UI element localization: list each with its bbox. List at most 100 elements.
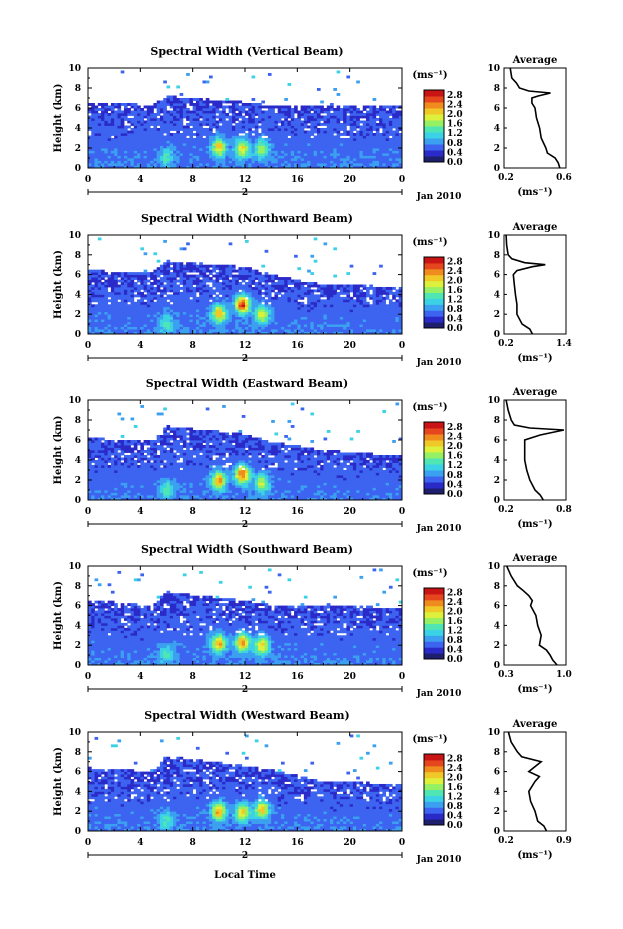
heatmap-cell [120,128,125,131]
heatmap-cell [110,155,115,159]
heatmap-cell [385,163,390,166]
heatmap-cell [94,284,99,288]
profile-y-tick-label: 8 [494,84,500,94]
heatmap-cell [228,282,233,285]
heatmap-cell [320,289,324,293]
heatmap-cell [222,158,226,161]
heatmap-cell [202,123,207,126]
heatmap-cell [88,445,92,448]
heatmap-cell [91,442,95,446]
heatmap-cell [277,108,282,111]
heatmap-cell [101,447,105,451]
heatmap-cell [91,108,95,111]
heatmap-cell [218,291,223,295]
heatmap-cell [261,279,266,283]
colorbar-segment [424,280,444,288]
heatmap-cell [94,477,99,481]
heatmap-cell [388,133,393,136]
heatmap-cell [254,314,259,318]
heatmap-cell [140,135,145,139]
heatmap-cell [215,279,220,283]
heatmap-cell [359,150,364,154]
heatmap-cell [195,319,200,323]
y-tick-label: 6 [75,104,81,114]
heatmap-cell [94,135,99,139]
heatmap-cell [205,143,210,146]
heatmap-cell [137,125,141,129]
heatmap-cell [110,490,115,493]
heatmap-cell [114,130,118,134]
heatmap-cell [199,264,203,268]
heatmap-cell [307,108,311,111]
heatmap-cell [300,326,305,330]
heatmap-cell [375,158,380,161]
heatmap-cell [349,331,354,335]
heatmap-cell [310,326,315,330]
heatmap-cell [362,306,367,310]
heatmap-cell [107,442,112,446]
heatmap-cell [166,113,171,116]
heatmap-cell [195,113,200,116]
heatmap-cell [267,155,272,159]
heatmap-cell [369,153,373,156]
heatmap-cell [117,319,122,323]
heatmap-cell [248,113,252,116]
heatmap-cell [189,140,194,144]
heatmap-cell [231,321,236,325]
heatmap-cell [320,311,324,315]
heatmap-cell [104,110,109,114]
heatmap-cell [107,447,112,451]
heatmap-cell [313,143,318,146]
heatmap-cell [110,321,115,325]
colorbar-unit: (ms⁻¹) [412,70,447,81]
heatmap-cell [271,284,275,288]
heatmap-cell [117,155,122,159]
heatmap-cell [137,329,141,332]
heatmap-cell [156,128,161,131]
heatmap-cell [179,108,184,111]
heatmap-cell [228,133,233,136]
heatmap-cell [104,113,109,116]
heatmap-cell [300,113,305,116]
heatmap-cell [261,143,266,146]
heatmap-cell [271,140,275,144]
heatmap-cell [313,108,318,111]
heatmap-cell [97,284,102,288]
profile-title: Average [512,222,558,233]
heatmap-cell [212,115,216,119]
heatmap-cell [205,324,210,327]
heatmap-cell [133,108,138,111]
heatmap-cell [179,304,184,308]
heatmap-cell [388,143,393,146]
heatmap-cell [130,329,135,332]
heatmap-cell [388,150,393,154]
heatmap-cell [146,306,151,310]
heatmap-cell [176,264,180,268]
heatmap-cell [388,130,393,134]
heatmap-cell [94,452,99,456]
heatmap-cell [199,150,203,154]
heatmap-cell [209,165,213,169]
heatmap-cell [192,329,197,332]
heatmap-cell [137,158,141,161]
heatmap-cell [326,291,331,295]
heatmap-cell [274,304,279,308]
heatmap-cell [94,143,99,146]
heatmap-cell [280,319,285,323]
heatmap-cell [225,291,230,295]
heatmap-cell [101,158,105,161]
heatmap-cell [150,108,154,111]
heatmap-cell [107,455,112,458]
heatmap-cell [228,148,233,151]
heatmap-cell [133,329,138,332]
heatmap-cell [267,118,272,121]
heatmap-cell [209,163,213,166]
heatmap-cell [107,452,112,456]
heatmap-cell [290,158,295,161]
heatmap-cell [231,316,236,320]
heatmap-cell [117,304,122,308]
heatmap-cell [349,296,354,300]
heatmap-cell [271,120,275,124]
heatmap-cell [156,294,161,298]
heatmap-cell [209,316,213,320]
